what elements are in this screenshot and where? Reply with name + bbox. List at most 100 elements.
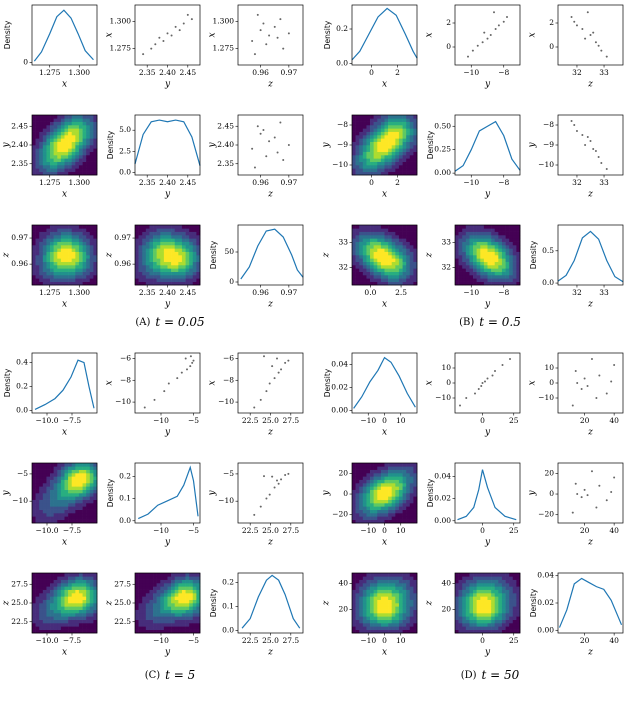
density-cell <box>174 579 179 584</box>
density-cell <box>384 251 389 256</box>
density-cell <box>512 255 517 259</box>
point <box>259 398 262 401</box>
x-tick-label: 2.35 <box>139 178 156 187</box>
density-cell <box>469 589 474 594</box>
density-cell <box>89 158 94 162</box>
density-cell <box>35 255 40 259</box>
density-cell <box>86 141 91 146</box>
density-cell <box>181 248 186 252</box>
density-cell <box>71 138 76 142</box>
density-cell <box>483 278 488 282</box>
density-cell <box>93 225 98 229</box>
density-cell <box>501 619 506 624</box>
density-cell <box>153 606 157 610</box>
density-cell <box>35 499 40 504</box>
density-cell <box>189 275 194 279</box>
density-cell <box>46 261 51 266</box>
density <box>32 115 98 176</box>
density-cell <box>355 589 360 594</box>
x-tick-label: −10.0 <box>36 526 59 535</box>
density-cell <box>352 486 356 490</box>
density-cell <box>398 583 403 587</box>
density-cell <box>384 516 389 520</box>
density-cell <box>388 573 393 577</box>
density-cell <box>501 261 506 266</box>
density-cell <box>149 596 154 600</box>
density-cell <box>409 483 414 487</box>
density-cell <box>362 251 367 256</box>
density-cell <box>395 241 400 246</box>
density-cell <box>171 278 176 282</box>
density-cell <box>398 241 403 246</box>
density-cell <box>355 121 360 126</box>
density-cell <box>75 271 80 276</box>
density-cell <box>465 248 470 252</box>
density-cell <box>171 231 176 236</box>
density-cell <box>185 599 190 604</box>
y-axis-label: Density <box>106 130 115 159</box>
density-cell <box>398 596 403 600</box>
density-cell <box>370 278 374 282</box>
density-cell <box>46 258 51 262</box>
density-cell <box>355 128 360 132</box>
density-cell <box>82 579 87 584</box>
density-cell <box>366 228 371 232</box>
density-cell <box>480 593 485 597</box>
density-cell <box>509 281 514 286</box>
density-line <box>457 469 517 521</box>
density-cell <box>516 593 521 597</box>
density-cell <box>498 583 503 587</box>
density-cell <box>149 248 154 252</box>
density-cell <box>402 238 407 242</box>
point <box>287 144 290 146</box>
density-cell <box>373 616 378 620</box>
density-cell <box>391 493 396 497</box>
x-tick-label: −10.0 <box>36 636 59 645</box>
density-cell <box>380 148 385 152</box>
density-cell <box>181 275 186 279</box>
density-cell <box>494 271 499 276</box>
density-cell <box>409 623 414 627</box>
density-cell <box>156 606 161 610</box>
density-cell <box>395 261 400 266</box>
density-cell <box>35 586 40 590</box>
density-cell <box>89 268 94 272</box>
point <box>571 404 574 407</box>
density-cell <box>46 519 51 524</box>
density-cell <box>32 513 36 517</box>
density-cell <box>370 513 374 517</box>
density-cell <box>491 599 496 604</box>
density-cell <box>476 228 481 232</box>
density-cell <box>512 265 517 269</box>
density-cell <box>86 261 91 266</box>
density-cell <box>42 589 47 594</box>
density-cell <box>512 626 517 630</box>
density-cell <box>86 493 91 497</box>
density <box>135 225 201 286</box>
density-cell <box>53 599 58 604</box>
density-cell <box>359 503 364 507</box>
density-cell <box>355 609 360 614</box>
density-cell <box>373 158 378 162</box>
density-cell <box>505 238 510 242</box>
density-cell <box>476 275 481 279</box>
density-cell <box>391 158 396 162</box>
y-axis-label: Density <box>209 240 218 269</box>
density-cell <box>352 499 356 504</box>
density-cell <box>380 616 385 620</box>
density-cell <box>377 255 382 259</box>
density-cell <box>156 629 161 634</box>
density-cell <box>469 245 474 249</box>
density-cell <box>395 516 400 520</box>
density-cell <box>476 596 481 600</box>
y-tick-label: 0.25 <box>434 145 451 154</box>
density-cell <box>35 573 40 577</box>
density-cell <box>145 278 150 282</box>
density-cell <box>178 576 183 580</box>
density-cell <box>60 583 65 587</box>
density-cell <box>82 271 87 276</box>
density-cell <box>355 155 360 159</box>
